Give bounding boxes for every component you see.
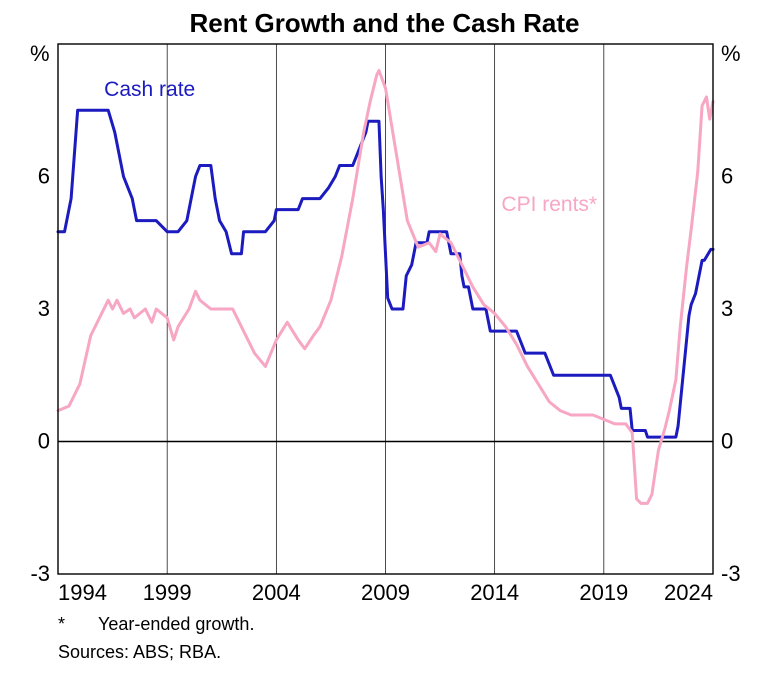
svg-text:0: 0 xyxy=(721,429,733,454)
svg-text:3: 3 xyxy=(721,296,733,321)
svg-text:2009: 2009 xyxy=(361,580,410,605)
svg-text:1994: 1994 xyxy=(58,580,107,605)
svg-text:6: 6 xyxy=(721,164,733,189)
svg-text:2004: 2004 xyxy=(252,580,301,605)
footnote-text: Year-ended growth. xyxy=(98,614,254,634)
footnote: *Year-ended growth. xyxy=(58,614,254,635)
svg-text:6: 6 xyxy=(38,164,50,189)
svg-text:1999: 1999 xyxy=(143,580,192,605)
series-label-cash-rate: Cash rate xyxy=(104,78,195,102)
footnote-marker: * xyxy=(58,614,98,635)
y-unit-left: % xyxy=(30,41,50,67)
series-label-cpi-rents: CPI rents* xyxy=(501,193,597,217)
svg-text:3: 3 xyxy=(38,296,50,321)
svg-text:-3: -3 xyxy=(30,561,50,586)
svg-text:0: 0 xyxy=(38,429,50,454)
svg-text:2014: 2014 xyxy=(470,580,519,605)
svg-text:2024: 2024 xyxy=(664,580,713,605)
sources-text: Sources: ABS; RBA. xyxy=(58,642,221,663)
svg-text:-3: -3 xyxy=(721,561,741,586)
y-unit-right: % xyxy=(721,41,741,67)
svg-text:2019: 2019 xyxy=(579,580,628,605)
